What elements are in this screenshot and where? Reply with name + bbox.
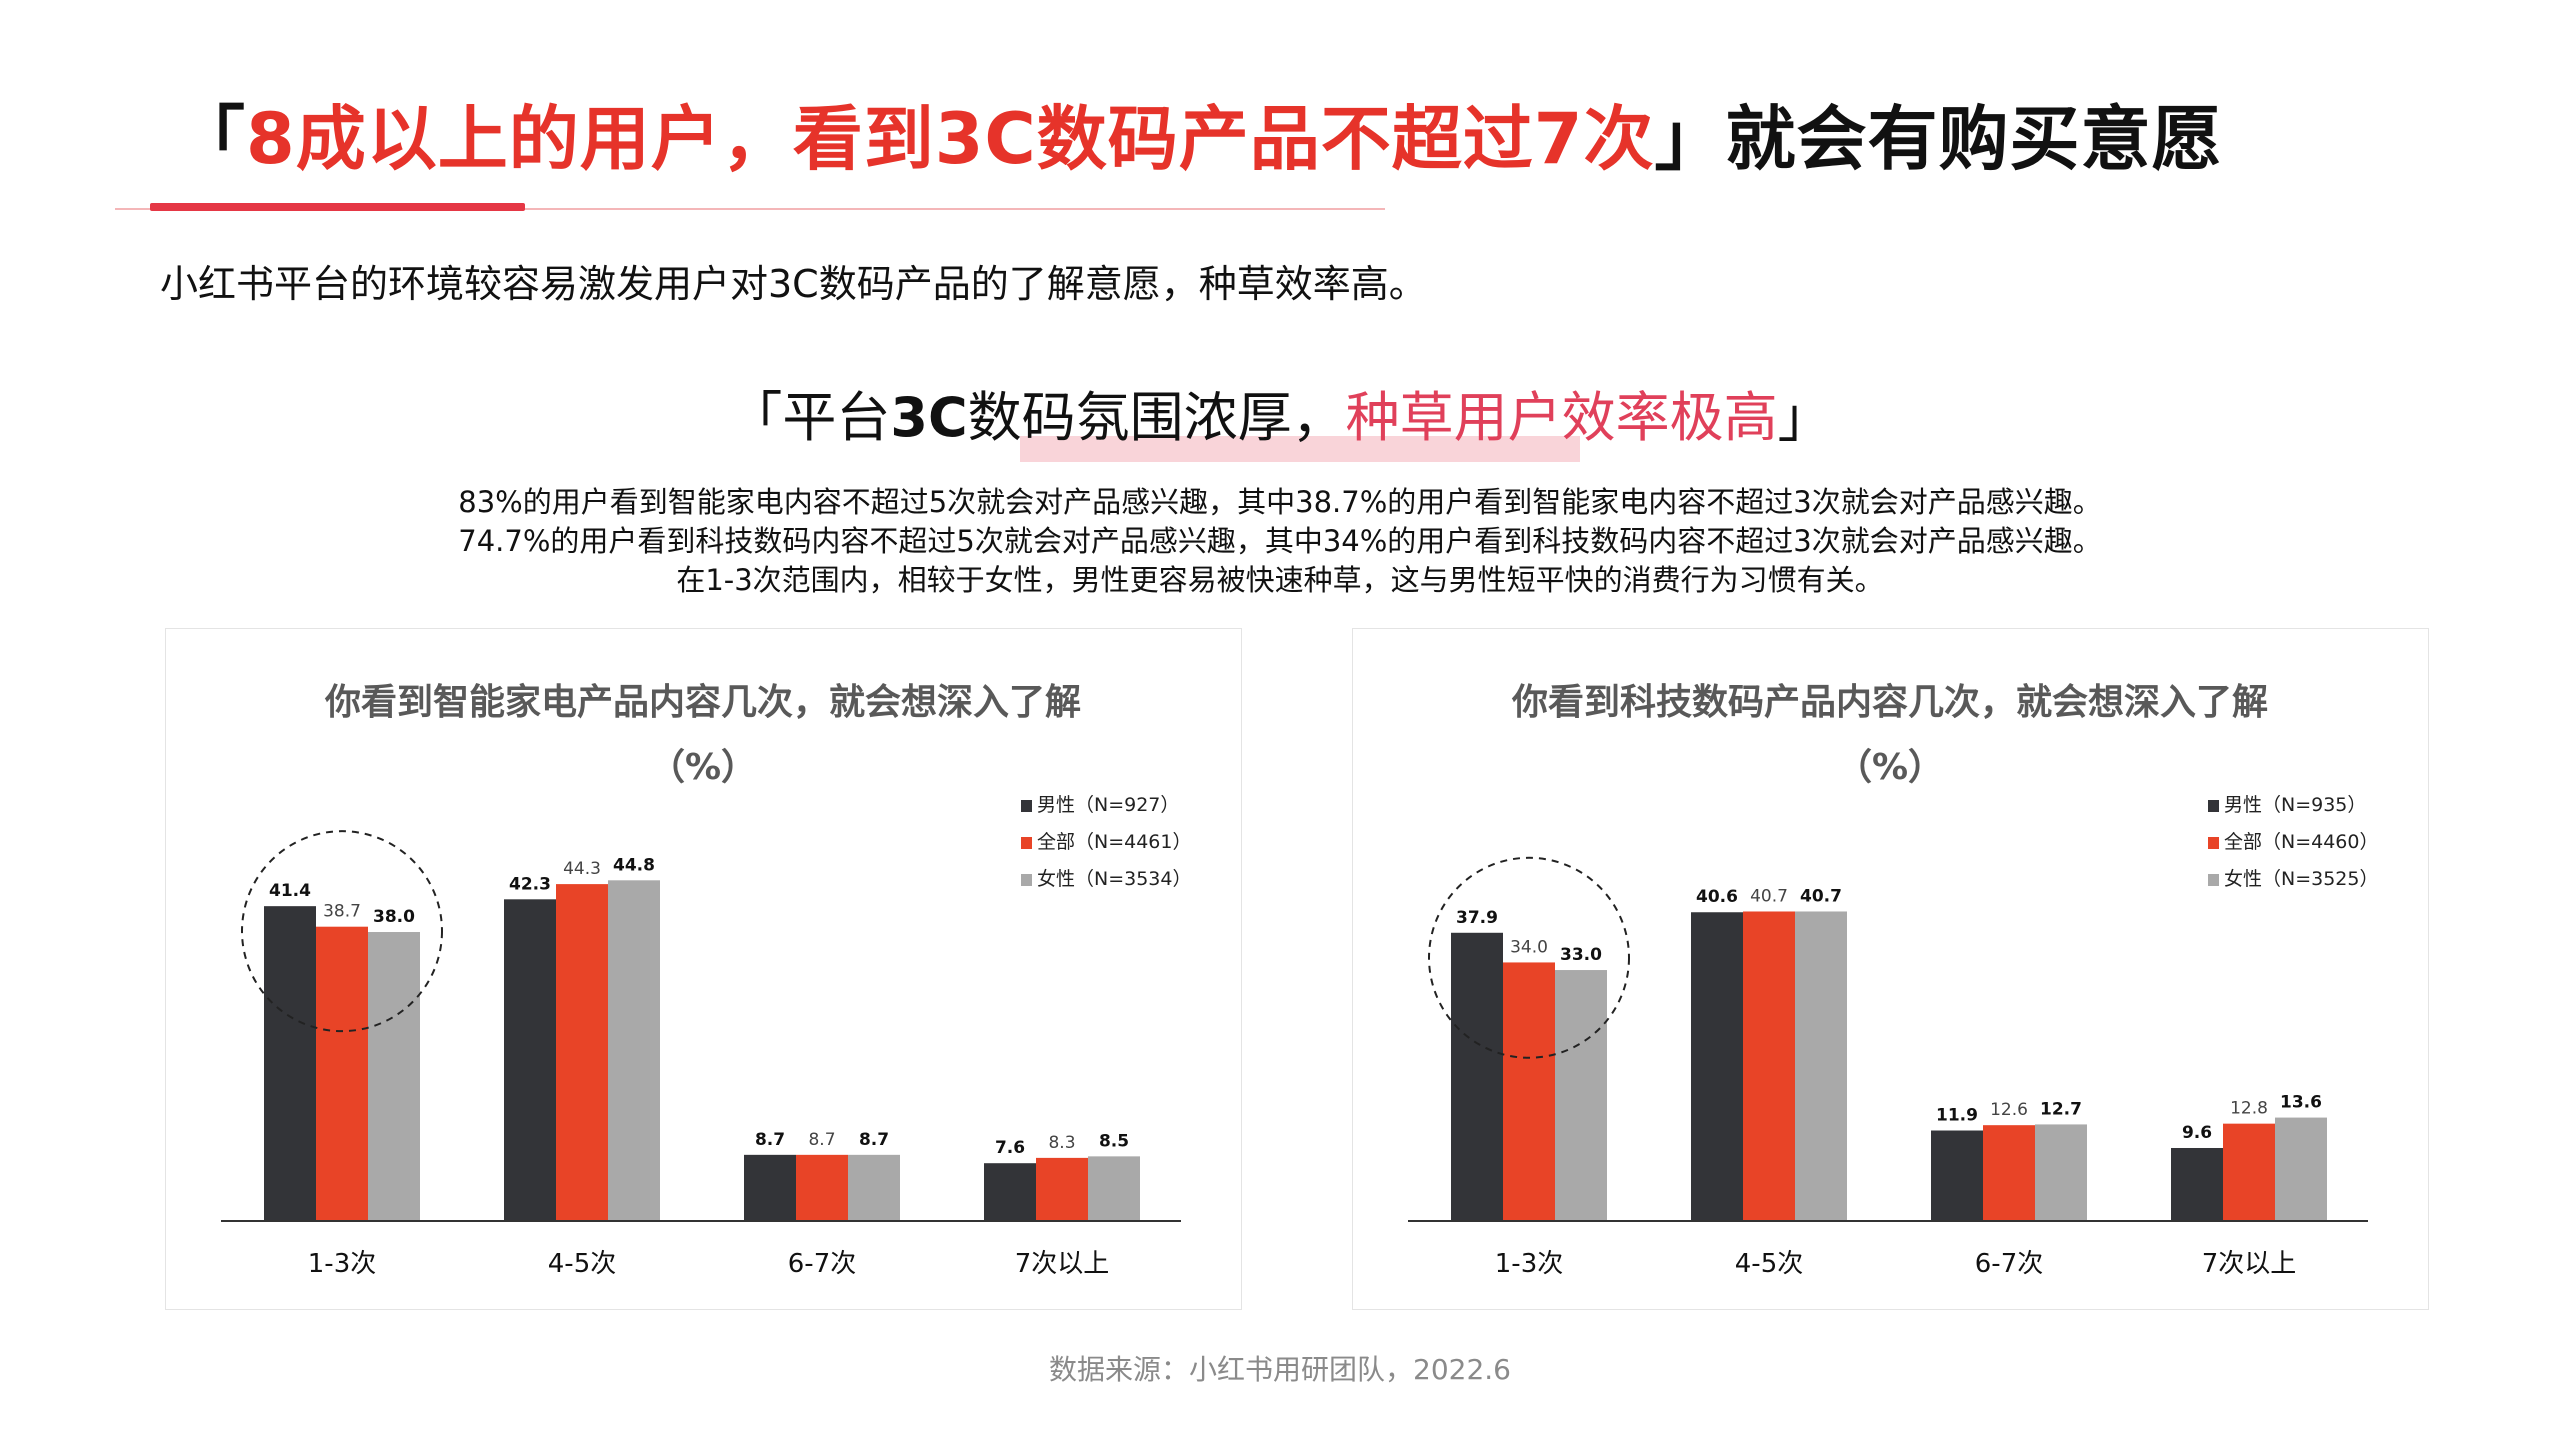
slogan-highlight-bar — [1020, 436, 1580, 462]
highlight-circle — [1428, 856, 1630, 1059]
legend-label: 女性（N=3534） — [1037, 868, 1192, 890]
bar — [1555, 970, 1607, 1221]
data-label: 8.7 — [755, 1130, 785, 1150]
chart-panel-digital: 你看到科技数码产品内容几次，就会想深入了解 （%） 男性（N=935） 全部（N=44… — [1352, 628, 2429, 1310]
chart-title: 你看到智能家电产品内容几次，就会想深入了解 — [324, 682, 1081, 723]
data-label: 12.7 — [2040, 1099, 2082, 1119]
category-label: 4-5次 — [1735, 1249, 1803, 1279]
legend-swatch — [1021, 874, 1032, 886]
legend-label: 女性（N=3525） — [2224, 868, 2379, 890]
slogan-middle: 数码氛围浓厚， — [967, 386, 1346, 449]
data-label: 42.3 — [509, 874, 551, 894]
data-label: 8.7 — [859, 1130, 889, 1150]
main-title: 「8成以上的用户，看到3C数码产品不超过7次」就会有购买意愿 — [175, 104, 2223, 174]
slogan-open: 「平台 — [728, 386, 891, 449]
bar — [1036, 1157, 1088, 1221]
chart-svg: 你看到科技数码产品内容几次，就会想深入了解 （%） 男性（N=935） 全部（N=44… — [1408, 682, 2379, 1279]
bar — [1743, 911, 1795, 1221]
category-label: 6-7次 — [788, 1249, 856, 1279]
bar — [1503, 962, 1555, 1221]
slogan-close: 」 — [1777, 386, 1832, 449]
data-label: 44.8 — [613, 855, 655, 875]
data-label: 40.7 — [1800, 886, 1842, 906]
data-source: 数据来源：小红书用研团队，2022.6 — [1049, 1353, 1511, 1386]
data-label: 11.9 — [1936, 1106, 1978, 1126]
data-label: 9.6 — [2182, 1123, 2212, 1143]
title-underline-accent — [150, 203, 525, 211]
category-label: 7次以上 — [2202, 1249, 2297, 1279]
data-label: 13.6 — [2280, 1093, 2322, 1113]
category-label: 6-7次 — [1975, 1249, 2043, 1279]
title-underline — [115, 208, 1385, 210]
title-tail: 」就会有购买意愿 — [1654, 98, 2223, 180]
data-label: 8.5 — [1099, 1131, 1129, 1151]
bar — [504, 899, 556, 1221]
bar — [1088, 1156, 1140, 1221]
legend-label: 全部（N=4460） — [2224, 831, 2379, 853]
legend-label: 全部（N=4461） — [1037, 831, 1192, 853]
bar — [1983, 1125, 2035, 1221]
data-label: 38.0 — [373, 907, 415, 927]
slogan-pink: 种草用户效率极高 — [1345, 386, 1778, 449]
category-label: 1-3次 — [308, 1249, 376, 1279]
bar — [608, 880, 660, 1221]
slogan-strong: 3C — [890, 386, 968, 449]
title-bracket-open: 「 — [175, 98, 246, 180]
category-label: 7次以上 — [1015, 1249, 1110, 1279]
data-label: 8.3 — [1048, 1133, 1075, 1153]
data-label: 8.7 — [808, 1130, 835, 1150]
description-line: 83%的用户看到智能家电内容不超过5次就会对产品感兴趣，其中38.7%的用户看到… — [458, 485, 2102, 519]
data-label: 40.6 — [1696, 887, 1738, 907]
data-label: 7.6 — [995, 1138, 1025, 1158]
legend-label: 男性（N=927） — [1037, 794, 1179, 816]
chart-svg: 你看到智能家电产品内容几次，就会想深入了解 （%） 男性（N=927） 全部（N=44… — [221, 682, 1192, 1279]
legend-swatch — [2208, 800, 2219, 812]
bar — [1691, 912, 1743, 1221]
data-label: 38.7 — [323, 902, 361, 922]
bar — [848, 1154, 900, 1221]
bar — [264, 906, 316, 1221]
category-label: 4-5次 — [548, 1249, 616, 1279]
data-label: 41.4 — [269, 881, 311, 901]
bar — [368, 932, 420, 1221]
data-label: 12.8 — [2230, 1099, 2268, 1119]
legend-swatch — [1021, 800, 1032, 812]
bar — [556, 884, 608, 1221]
highlight-circle — [241, 830, 443, 1033]
data-label: 34.0 — [1510, 937, 1548, 957]
data-label: 40.7 — [1750, 886, 1788, 906]
bar — [1931, 1130, 1983, 1221]
bar — [984, 1163, 1036, 1221]
chart-panel-appliances: 你看到智能家电产品内容几次，就会想深入了解 （%） 男性（N=927） 全部（N=44… — [165, 628, 1242, 1310]
bar — [316, 926, 368, 1221]
page-subtitle: 小红书平台的环境较容易激发用户对3C数码产品的了解意愿，种草效率高。 — [160, 262, 1427, 306]
legend-swatch — [2208, 874, 2219, 886]
category-label: 1-3次 — [1495, 1249, 1563, 1279]
bar — [1795, 911, 1847, 1221]
data-label: 44.3 — [563, 859, 601, 879]
chart-title: 你看到科技数码产品内容几次，就会想深入了解 — [1511, 682, 2268, 723]
legend-label: 男性（N=935） — [2224, 794, 2366, 816]
chart-unit: （%） — [649, 747, 757, 788]
legend-swatch — [2208, 837, 2219, 849]
title-highlight: 8成以上的用户，看到3C数码产品不超过7次 — [246, 98, 1655, 180]
bar — [2035, 1124, 2087, 1221]
bar — [796, 1154, 848, 1221]
bar — [2171, 1147, 2223, 1221]
description-line: 在1-3次范围内，相较于女性，男性更容易被快速种草，这与男性短平快的消费行为习惯… — [676, 563, 1884, 597]
bar — [2275, 1117, 2327, 1221]
bar — [744, 1154, 796, 1221]
data-label: 37.9 — [1456, 908, 1498, 928]
bar — [2223, 1123, 2275, 1221]
chart-unit: （%） — [1836, 747, 1944, 788]
data-label: 33.0 — [1560, 945, 1602, 965]
slogan: 「平台3C数码氛围浓厚，种草用户效率极高」 — [0, 373, 2560, 452]
bar — [1451, 932, 1503, 1221]
legend-swatch — [1021, 837, 1032, 849]
data-label: 12.6 — [1990, 1100, 2028, 1120]
description-line: 74.7%的用户看到科技数码内容不超过5次就会对产品感兴趣，其中34%的用户看到… — [458, 524, 2102, 558]
